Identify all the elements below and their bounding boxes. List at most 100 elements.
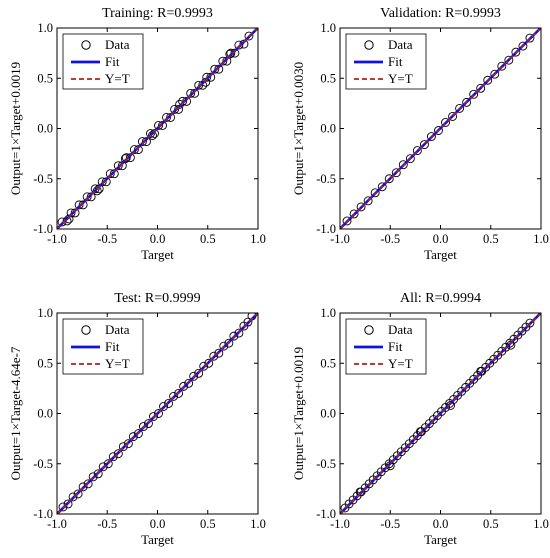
- chart-panel-2: -1.0-1.0 -0.5 -0.5 0.0 0.0 0.5 0.5 1.0 1.0 Valida…: [291, 6, 549, 262]
- chart-title: Training: R=0.9993: [102, 6, 213, 21]
- y-tick-label: -1.0: [33, 507, 53, 521]
- data-point: [448, 111, 458, 121]
- x-tick-label: -1.0: [47, 232, 67, 246]
- y-axis-label: Output=1×Target+0.0030: [291, 62, 306, 195]
- data-point: [349, 209, 359, 219]
- data-point: [146, 129, 155, 138]
- legend: Data Fit Y=T: [62, 318, 144, 375]
- legend-label-yt: Y=T: [105, 71, 130, 86]
- data-point: [121, 153, 131, 163]
- data-point: [179, 381, 189, 391]
- legend: Data Fit Y=T: [62, 33, 144, 90]
- circle-marker-icon: [81, 325, 91, 335]
- x-tick-label: 0.5: [200, 232, 216, 246]
- data-point: [184, 378, 194, 388]
- x-axis-label: Target: [141, 247, 174, 262]
- circle-marker-icon: [364, 40, 374, 50]
- data-point: [123, 439, 133, 449]
- data-point: [105, 169, 115, 179]
- data-point: [384, 174, 394, 184]
- data-point: [162, 112, 171, 122]
- data-point: [63, 499, 73, 509]
- legend-label-yt: Y=T: [105, 356, 130, 371]
- x-tick-label: 1.0: [533, 517, 549, 531]
- x-axis-label: Target: [141, 532, 174, 547]
- data-point: [129, 145, 139, 155]
- x-tick-label: -0.5: [380, 517, 400, 531]
- y-tick-label: -1.0: [316, 507, 336, 521]
- data-point: [113, 161, 123, 171]
- data-point: [83, 479, 93, 489]
- legend-label-yt: Y=T: [388, 71, 413, 86]
- data-point: [169, 391, 179, 401]
- legend: Data Fit Y=T: [345, 318, 427, 375]
- x-tick-label: -1.0: [47, 517, 67, 531]
- data-point: [244, 31, 254, 41]
- data-point: [137, 137, 147, 147]
- data-point: [178, 96, 188, 106]
- data-point: [209, 351, 219, 361]
- data-point: [455, 103, 465, 113]
- fit-line: [340, 313, 541, 514]
- data-point: [88, 472, 98, 482]
- plot-area: [57, 313, 258, 514]
- data-point: [214, 348, 224, 358]
- data-point: [108, 452, 118, 462]
- y-equals-t-line: [57, 28, 258, 229]
- data-point: [159, 402, 168, 411]
- data-point: [229, 331, 239, 341]
- data-point: [412, 146, 422, 156]
- data-point: [511, 47, 521, 57]
- chart-title: Validation: R=0.9993: [380, 6, 501, 21]
- data-point: [398, 160, 408, 170]
- legend-label-yt: Y=T: [388, 356, 413, 371]
- chart-panel-3: -1.0-1.0 -0.5 -0.5 0.0 0.0 0.5 0.5 1.0 1.0 Test: …: [8, 291, 266, 547]
- chart-title: All: R=0.9994: [400, 291, 481, 306]
- circle-marker-icon: [81, 40, 91, 50]
- data-point: [66, 208, 76, 218]
- y-tick-label: 1.0: [320, 21, 336, 35]
- data-point: [476, 83, 486, 93]
- data-point: [355, 487, 365, 497]
- y-axis-label: Output=1×Target+0.0019: [8, 62, 23, 195]
- legend-label-data: Data: [105, 322, 130, 337]
- data-point: [164, 399, 174, 408]
- fit-line: [57, 28, 258, 229]
- data-point: [128, 432, 138, 442]
- chart-panel-1: -1.0-1.0 -0.5 -0.5 0.0 0.0 0.5 0.5 1.0 1.0 Traini…: [8, 6, 266, 262]
- data-point: [225, 49, 235, 59]
- data-point: [186, 88, 196, 98]
- x-tick-label: 0.0: [433, 517, 449, 531]
- data-point: [93, 469, 103, 479]
- y-tick-label: 0.5: [37, 71, 53, 85]
- x-axis-label: Target: [424, 247, 457, 262]
- data-point: [133, 429, 143, 439]
- x-tick-label: 1.0: [533, 232, 549, 246]
- y-tick-label: 0.5: [320, 71, 336, 85]
- fit-line: [340, 28, 541, 229]
- plot-area: [57, 28, 258, 229]
- data-point: [78, 482, 88, 492]
- legend-label-fit: Fit: [105, 54, 120, 69]
- data-point: [144, 419, 153, 428]
- data-point: [120, 154, 130, 164]
- y-tick-label: -1.0: [316, 222, 336, 236]
- legend-label-fit: Fit: [388, 54, 403, 69]
- plot-area: [340, 28, 541, 229]
- data-point: [154, 121, 163, 130]
- y-tick-label: 1.0: [320, 306, 336, 320]
- data-point: [194, 368, 204, 378]
- data-point: [74, 200, 84, 210]
- data-point: [476, 366, 486, 376]
- data-point: [504, 55, 514, 65]
- data-point: [118, 442, 128, 452]
- y-tick-label: -0.5: [316, 172, 336, 186]
- x-tick-label: 0.0: [150, 517, 166, 531]
- legend-label-data: Data: [388, 322, 413, 337]
- data-point: [73, 489, 83, 499]
- data-point: [210, 64, 220, 74]
- data-point: [342, 216, 352, 226]
- data-point: [243, 317, 253, 327]
- data-point: [224, 338, 234, 348]
- data-point: [370, 188, 380, 198]
